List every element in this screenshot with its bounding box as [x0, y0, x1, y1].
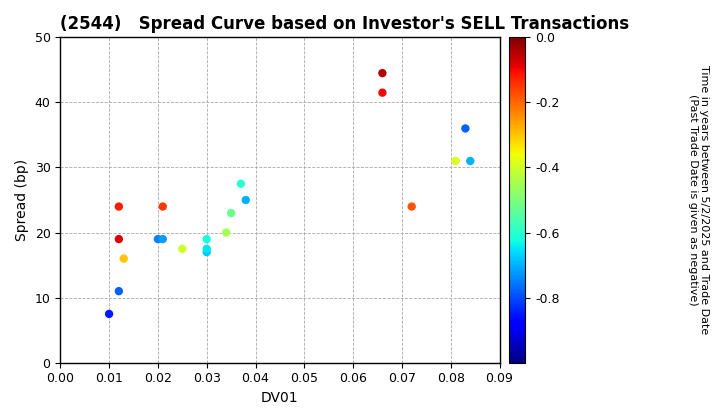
Point [377, 89, 388, 96]
Point [104, 310, 115, 317]
Point [201, 245, 212, 252]
Point [220, 229, 232, 236]
X-axis label: DV01: DV01 [261, 391, 299, 405]
Point [377, 70, 388, 76]
Point [113, 288, 125, 294]
Point [113, 203, 125, 210]
Point [152, 236, 163, 242]
Point [225, 210, 237, 216]
Point [113, 236, 125, 242]
Y-axis label: Time in years between 5/2/2025 and Trade Date
(Past Trade Date is given as negat: Time in years between 5/2/2025 and Trade… [688, 66, 709, 335]
Point [118, 255, 130, 262]
Point [176, 245, 188, 252]
Y-axis label: Spread (bp): Spread (bp) [15, 159, 29, 241]
Point [235, 181, 247, 187]
Point [240, 197, 251, 203]
Point [157, 203, 168, 210]
Point [459, 125, 471, 132]
Point [450, 158, 462, 164]
Point [157, 236, 168, 242]
Point [201, 249, 212, 255]
Point [464, 158, 476, 164]
Point [406, 203, 418, 210]
Point [201, 236, 212, 242]
Text: (2544)   Spread Curve based on Investor's SELL Transactions: (2544) Spread Curve based on Investor's … [60, 15, 629, 33]
